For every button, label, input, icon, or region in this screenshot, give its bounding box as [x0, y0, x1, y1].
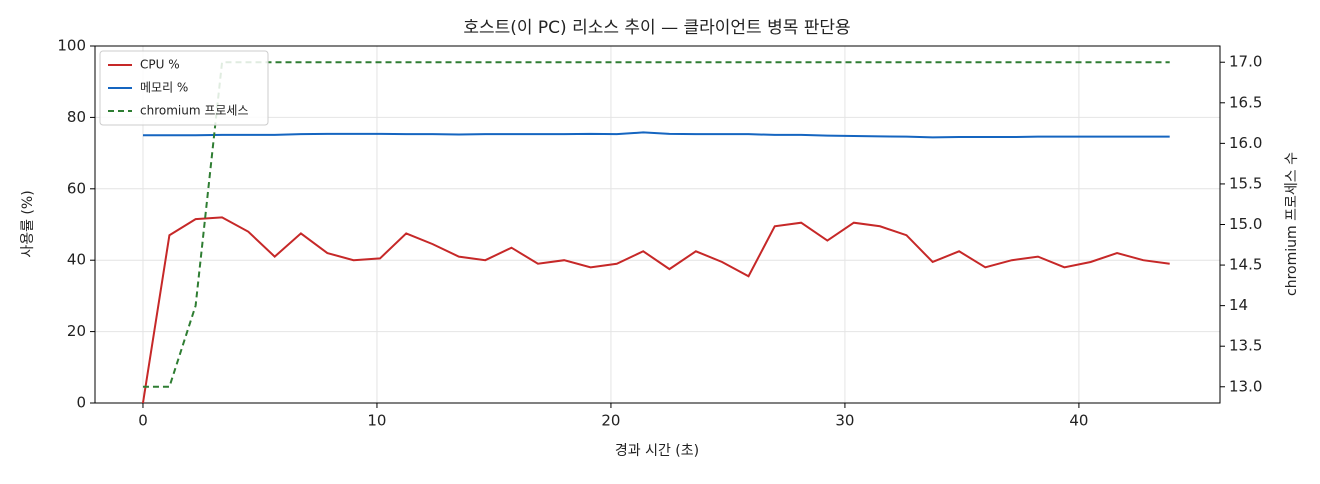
x-tick-label: 10: [367, 412, 386, 430]
plot-frame: [94, 45, 1221, 404]
x-tick-label: 20: [601, 412, 620, 430]
y2-axis-label: chromium 프로세스 수: [1284, 152, 1300, 296]
y-tick-label: 60: [67, 179, 86, 197]
y2-tick-label: 15.5: [1229, 174, 1262, 192]
y2-tick-label: 17.0: [1229, 53, 1262, 71]
y-tick-label: 100: [57, 37, 86, 55]
y2-tick-label: 13.5: [1229, 337, 1262, 355]
x-tick-label: 40: [1069, 412, 1088, 430]
y2-tick-label: 13.0: [1229, 377, 1262, 395]
chart-title: 호스트(이 PC) 리소스 추이 — 클라이언트 병목 판단용: [463, 18, 850, 38]
x-axis-label: 경과 시간 (초): [615, 443, 699, 459]
y-tick-label: 0: [76, 394, 86, 412]
data-line: [141, 216, 1170, 404]
y-axis-label: 사용률 (%): [20, 190, 36, 257]
x-tick-label: 30: [835, 412, 854, 430]
y-tick-label: 80: [67, 108, 86, 126]
y-tick-label: 40: [67, 251, 86, 269]
legend-label: CPU %: [140, 58, 180, 72]
legend-box: [99, 50, 269, 126]
legend-label: chromium 프로세스: [140, 104, 249, 118]
x-tick-label: 0: [138, 412, 148, 430]
y2-tick-label: 15.0: [1229, 215, 1262, 233]
y2-tick-label: 16.5: [1229, 93, 1262, 111]
legend: CPU % 메모리 % chromium 프로세스: [99, 50, 269, 126]
data-line: [142, 131, 1170, 139]
y2-tick-label: 14.5: [1229, 256, 1262, 274]
y-tick-label: 20: [67, 322, 86, 340]
legend-label: 메모리 %: [140, 81, 188, 95]
y2-tick-label: 16.0: [1229, 134, 1262, 152]
y2-tick-label: 14: [1229, 296, 1248, 314]
data-line: [142, 61, 1170, 388]
